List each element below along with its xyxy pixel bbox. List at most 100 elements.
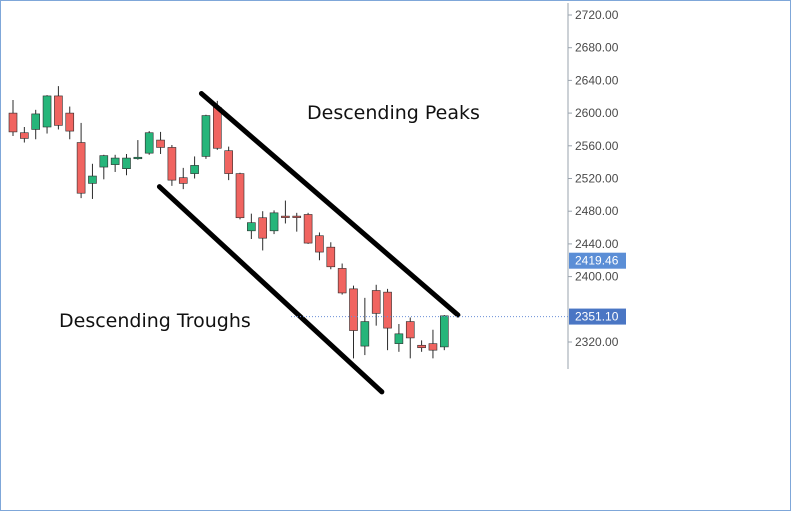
- candle-body-down: [303, 214, 313, 244]
- candle: [326, 242, 336, 270]
- candle: [156, 131, 165, 154]
- candle-body-down: [371, 290, 381, 314]
- candle: [133, 140, 143, 160]
- candle-body-down: [258, 217, 268, 239]
- candle: [8, 100, 18, 136]
- last-price-badge-label: 2351.10: [575, 310, 619, 324]
- candle: [20, 126, 29, 143]
- candle: [110, 154, 120, 172]
- candle-body-up: [99, 155, 109, 168]
- candles-layer: [8, 86, 449, 359]
- candle-body-down: [292, 215, 302, 218]
- y-tick-label: 2520.00: [575, 172, 619, 186]
- y-tick-label: 2320.00: [575, 335, 619, 349]
- candle-body-up: [360, 321, 370, 347]
- current-price-badge-label: 2419.46: [575, 254, 619, 268]
- candle: [247, 213, 256, 239]
- candle-body-down: [213, 107, 222, 149]
- trendline-lower: [156, 184, 385, 395]
- candle-body-down: [224, 150, 233, 174]
- candle: [349, 285, 358, 359]
- y-tick-label: 2600.00: [575, 106, 619, 120]
- candle-body-up: [190, 165, 199, 174]
- candle-body-down: [20, 132, 29, 139]
- candle-body-down: [54, 95, 63, 126]
- candle-body-up: [31, 113, 41, 130]
- candle: [42, 95, 52, 134]
- candle-body-down: [337, 268, 347, 294]
- candle: [190, 156, 199, 179]
- candle-body-down: [315, 235, 324, 253]
- candle: [303, 212, 313, 244]
- last-price-badge: 2351.10: [569, 308, 626, 325]
- candle: [65, 106, 75, 140]
- candle: [54, 86, 63, 130]
- candle: [122, 153, 131, 176]
- candle: [88, 163, 97, 199]
- candle-body-down: [76, 142, 86, 194]
- candle: [31, 109, 41, 140]
- candle: [337, 263, 347, 295]
- candle-body-down: [428, 343, 438, 351]
- y-tick-label: 2400.00: [575, 270, 619, 284]
- candle-body-down: [178, 177, 188, 184]
- candle-body-down: [326, 246, 336, 268]
- candle: [439, 315, 449, 351]
- candle-body-down: [405, 321, 415, 339]
- candle: [371, 284, 381, 326]
- y-tick-label: 2560.00: [575, 139, 619, 153]
- candle: [201, 114, 211, 159]
- candle-body-up: [269, 212, 279, 232]
- candle-body-down: [349, 288, 358, 331]
- candle: [269, 210, 279, 235]
- candle: [258, 211, 268, 251]
- candle: [167, 144, 177, 186]
- trendlines-layer: [156, 90, 461, 395]
- candle: [417, 340, 426, 352]
- candle: [224, 146, 233, 181]
- candle-body-up: [144, 132, 154, 154]
- y-tick-label: 2680.00: [575, 41, 619, 55]
- candle-body-up: [42, 95, 52, 128]
- candle: [360, 297, 370, 356]
- candle-body-up: [133, 156, 143, 160]
- candle-body-up: [247, 222, 256, 232]
- current-price-badge: 2419.46: [569, 252, 626, 269]
- candle-body-down: [65, 112, 75, 132]
- candle-body-up: [394, 333, 404, 344]
- candle: [76, 122, 86, 199]
- candle: [428, 329, 438, 359]
- candle-body-down: [235, 173, 245, 219]
- candle-body-down: [383, 291, 392, 329]
- candle-body-up: [122, 157, 131, 169]
- candle: [315, 232, 324, 261]
- candle-body-up: [88, 175, 97, 184]
- annotation-descending-troughs: Descending Troughs: [59, 310, 251, 332]
- candle-body-up: [110, 157, 120, 165]
- candle: [383, 288, 392, 351]
- candle: [394, 324, 404, 352]
- y-tick-label: 2480.00: [575, 204, 619, 218]
- candle: [281, 200, 290, 224]
- candle: [99, 154, 109, 180]
- candle-body-down: [167, 147, 177, 181]
- y-tick-label: 2640.00: [575, 73, 619, 87]
- y-axis-ticks: 2720.00 2680.00 2640.00 2600.00 2560.00 2520.…: [568, 8, 619, 349]
- annotation-descending-peaks: Descending Peaks: [307, 102, 480, 124]
- candle-body-down: [8, 112, 18, 133]
- candle: [235, 172, 245, 220]
- candle: [144, 131, 154, 155]
- y-tick-label: 2720.00: [575, 8, 619, 22]
- candle-body-down: [156, 139, 165, 148]
- y-tick-label: 2440.00: [575, 237, 619, 251]
- current-price-badge-bg: [569, 252, 626, 269]
- candle: [405, 317, 415, 359]
- candle: [292, 212, 302, 232]
- last-price-badge-bg: [569, 308, 626, 325]
- candle-body-up: [439, 315, 449, 348]
- candle-body-down: [281, 215, 290, 218]
- candle-body-down: [417, 344, 426, 349]
- candle: [178, 167, 188, 190]
